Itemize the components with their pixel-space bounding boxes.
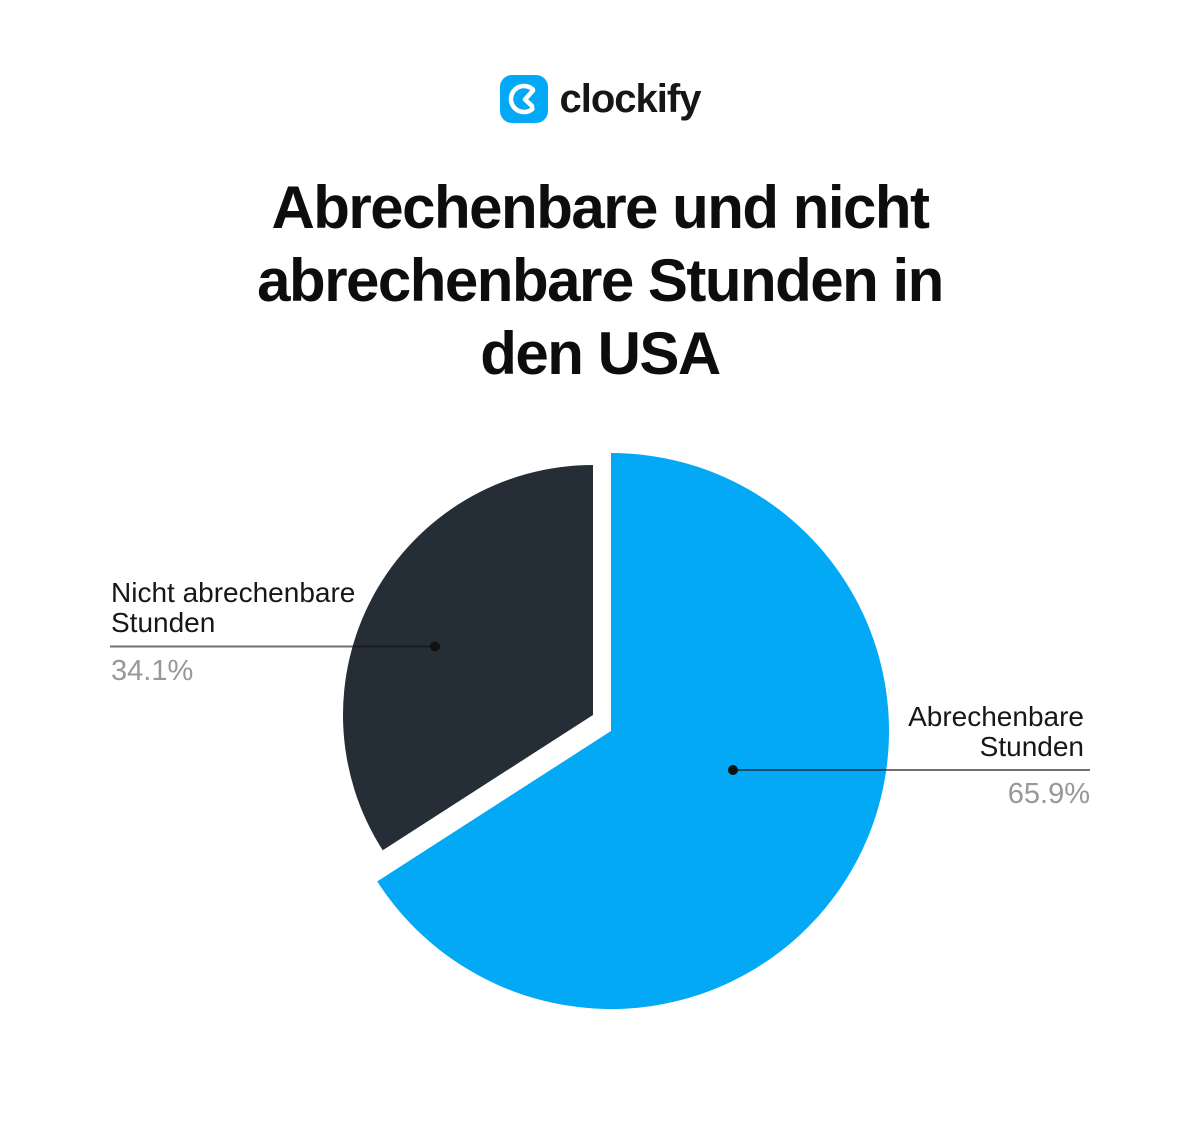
label-billable-line-1: Abrechenbare <box>908 701 1084 732</box>
leader-dot-nonbillable <box>430 641 440 652</box>
chart-title: Abrechenbare und nicht abrechenbare Stun… <box>0 171 1200 390</box>
label-nonbillable-line-2: Stunden <box>111 607 216 638</box>
brand-logo: clockify <box>0 75 1200 123</box>
label-billable-line-2: Stunden <box>979 731 1084 762</box>
value-billable: 65.9% <box>1007 778 1090 810</box>
pie-slice-billable <box>377 453 890 1009</box>
chart-title-line-3: den USA <box>480 320 721 387</box>
leader-dot-billable <box>728 765 738 775</box>
leader-nonbillable <box>110 641 440 652</box>
value-nonbillable: 34.1% <box>111 655 194 687</box>
chart-title-line-1: Abrechenbare und nicht <box>271 174 930 241</box>
pie-slice-nonbillable <box>342 465 593 851</box>
logo-clock-hands <box>522 88 535 109</box>
chart-title-line-2: abrechenbare Stunden in <box>257 247 944 314</box>
label-nonbillable-line-1: Nicht abrechenbare <box>111 577 356 608</box>
brand-wordmark: clockify <box>559 77 702 121</box>
label-billable: Abrechenbare Stunden <box>908 702 1084 762</box>
label-nonbillable: Nicht abrechenbare Stunden <box>111 578 355 638</box>
clockify-logo-icon <box>499 75 548 123</box>
leader-billable <box>728 765 1090 775</box>
